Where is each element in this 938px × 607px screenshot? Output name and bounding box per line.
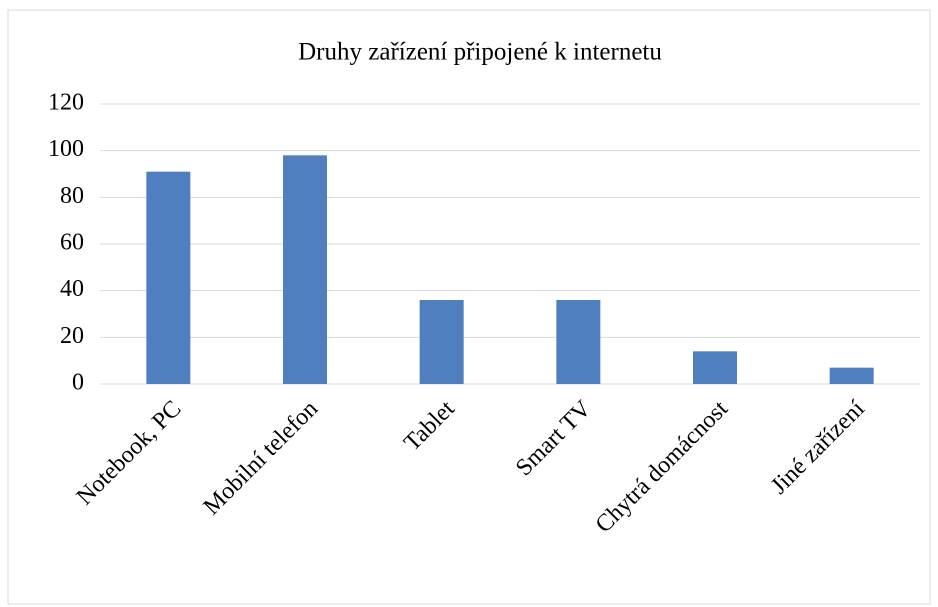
- y-tick-label: 120: [48, 90, 84, 116]
- chart-frame: [7, 9, 931, 605]
- y-tick-label: 60: [60, 230, 84, 256]
- y-tick-label: 40: [60, 276, 84, 302]
- bar: [283, 155, 327, 384]
- y-tick-label: 100: [48, 136, 84, 162]
- bar: [693, 351, 737, 384]
- chart-title: Druhy zařízení připojené k internetu: [298, 39, 662, 66]
- y-tick-label: 0: [72, 370, 84, 396]
- bar: [419, 300, 464, 384]
- y-tick-label: 20: [60, 323, 84, 349]
- bar: [556, 300, 601, 384]
- bar: [829, 367, 874, 384]
- bar: [146, 171, 191, 384]
- y-tick-label: 80: [60, 183, 84, 209]
